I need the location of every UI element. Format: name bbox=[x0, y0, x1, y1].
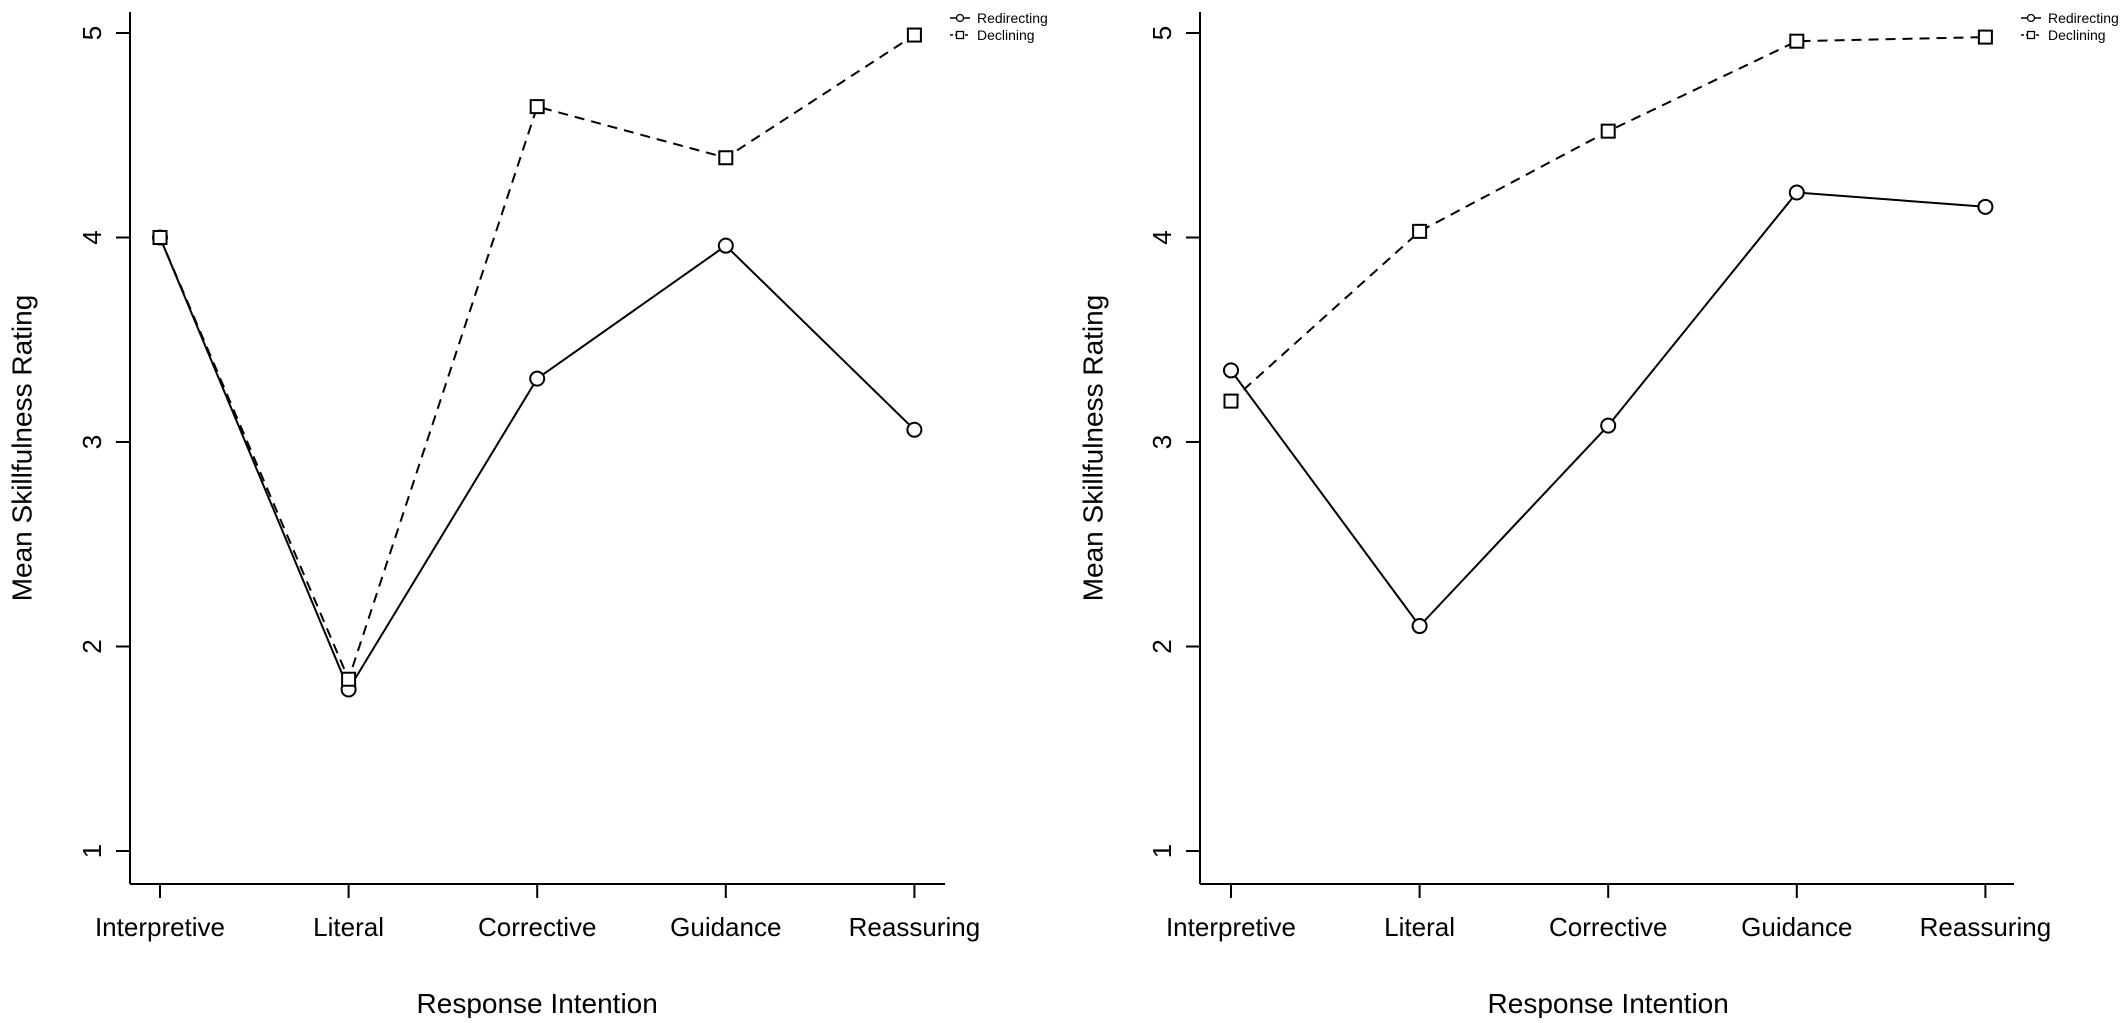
series-line-redirecting bbox=[1230, 191, 1986, 628]
x-tick-label: Guidance bbox=[1741, 912, 1852, 942]
y-tick-label: 3 bbox=[1147, 435, 1177, 449]
data-point-declining bbox=[718, 150, 734, 166]
y-tick-label: 1 bbox=[1147, 844, 1177, 858]
chart-panel-1: 1 2 3 4 5 Interpretive Literal Corrective Guidan… bbox=[7, 10, 1048, 1019]
data-point-declining bbox=[1789, 33, 1805, 49]
y-tick-label: 4 bbox=[1147, 230, 1177, 244]
series-line-declining bbox=[159, 34, 915, 683]
y-tick-label: 5 bbox=[77, 26, 107, 40]
legend-label: Declining bbox=[2048, 27, 2106, 43]
data-point-declining bbox=[1412, 223, 1428, 239]
data-point-declining bbox=[152, 230, 168, 245]
x-axis-title: Response Intention bbox=[417, 988, 658, 1018]
y-tick-label: 3 bbox=[77, 435, 107, 449]
x-tick-label: Corrective bbox=[1549, 912, 1667, 942]
y-tick-label: 1 bbox=[77, 844, 107, 858]
data-point-declining bbox=[341, 671, 357, 687]
x-tick-label: Interpretive bbox=[1166, 912, 1296, 942]
data-point-redirecting bbox=[1223, 362, 1239, 379]
x-tick-label: Corrective bbox=[478, 912, 596, 942]
data-point-redirecting bbox=[1788, 184, 1805, 201]
legend-label: Declining bbox=[977, 27, 1035, 43]
x-tick-label: Interpretive bbox=[95, 912, 225, 942]
y-axis-title: Mean Skillfulness Rating bbox=[7, 295, 38, 602]
x-axis-title: Response Intention bbox=[1488, 988, 1729, 1018]
x-tick-label: Reassuring bbox=[1920, 912, 2052, 942]
series-line-declining bbox=[1230, 36, 1986, 402]
data-point-redirecting bbox=[1977, 198, 1994, 215]
data-point-redirecting bbox=[906, 421, 923, 438]
data-point-redirecting bbox=[1600, 417, 1617, 434]
x-tick-label: Literal bbox=[313, 912, 384, 942]
x-tick-label: Reassuring bbox=[849, 912, 981, 942]
chart-panel-2: 1 2 3 4 5 Interpretive Literal Corrective Guidan… bbox=[1078, 10, 2119, 1019]
data-point-declining bbox=[1600, 123, 1616, 139]
data-point-redirecting bbox=[1411, 618, 1428, 635]
y-tick-label: 2 bbox=[77, 639, 107, 653]
y-tick-label: 2 bbox=[1147, 639, 1177, 653]
x-tick-label: Guidance bbox=[670, 912, 781, 942]
legend-label: Redirecting bbox=[977, 10, 1048, 26]
data-point-declining bbox=[906, 27, 922, 43]
x-tick-label: Literal bbox=[1384, 912, 1455, 942]
data-point-declining bbox=[529, 99, 545, 115]
y-tick-label: 5 bbox=[1147, 26, 1177, 40]
y-axis-title: Mean Skillfulness Rating bbox=[1078, 295, 1109, 602]
legend-label: Redirecting bbox=[2048, 10, 2119, 26]
y-tick-label: 4 bbox=[77, 230, 107, 244]
data-point-redirecting bbox=[717, 237, 734, 254]
data-point-redirecting bbox=[529, 370, 546, 387]
legend-marker-square bbox=[2026, 30, 2036, 40]
legend-marker-square bbox=[955, 30, 965, 40]
legend-marker-circle bbox=[2026, 13, 2036, 23]
data-point-declining bbox=[1977, 29, 1993, 45]
series-line-redirecting bbox=[159, 237, 916, 692]
data-point-declining bbox=[1223, 393, 1239, 409]
legend-marker-circle bbox=[955, 13, 965, 23]
